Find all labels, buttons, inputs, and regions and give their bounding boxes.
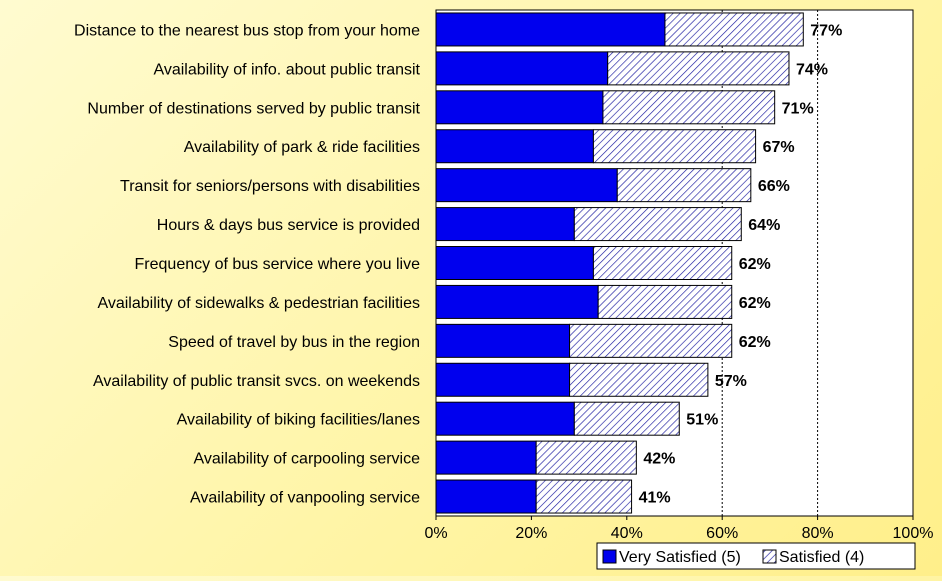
total-label: 77% <box>810 22 842 39</box>
bar-very-satisfied-6 <box>435 246 594 280</box>
bar-satisfied-7 <box>597 284 733 319</box>
x-tick-label: 60% <box>706 525 738 542</box>
category-label: Number of destinations served by public … <box>87 100 420 117</box>
bar-very-satisfied-1 <box>435 51 609 86</box>
category-label: Availability of info. about public trans… <box>153 61 420 78</box>
legend-swatch-satisfied <box>762 549 777 564</box>
bar-very-satisfied-2 <box>435 90 604 125</box>
total-label: 62% <box>739 295 771 312</box>
bar-very-satisfied-9 <box>435 362 571 397</box>
bar-satisfied-4 <box>616 168 752 203</box>
total-label: 67% <box>763 139 795 156</box>
category-label: Availability of biking facilities/lanes <box>177 412 420 429</box>
total-label: 62% <box>739 256 771 273</box>
bar-satisfied-3 <box>592 129 757 164</box>
legend-box <box>596 542 916 570</box>
category-label: Availability of carpooling service <box>194 451 421 468</box>
total-label: 66% <box>758 178 790 195</box>
x-tick-label: 40% <box>611 525 643 542</box>
category-label: Speed of travel by bus in the region <box>168 334 420 351</box>
total-label: 57% <box>715 373 747 390</box>
bar-satisfied-0 <box>664 12 804 47</box>
legend-label: Satisfied (4) <box>779 549 864 566</box>
legend-swatch-very-satisfied <box>602 549 617 564</box>
bar-satisfied-8 <box>569 323 733 358</box>
bar-very-satisfied-5 <box>435 207 575 242</box>
x-tick-label: 80% <box>802 525 834 542</box>
category-label: Distance to the nearest bus stop from yo… <box>74 22 420 39</box>
bar-very-satisfied-12 <box>435 479 537 514</box>
total-label: 41% <box>639 490 671 507</box>
total-label: 74% <box>796 61 828 78</box>
bar-satisfied-6 <box>592 246 733 280</box>
bar-very-satisfied-7 <box>435 284 599 319</box>
bar-very-satisfied-11 <box>435 440 537 475</box>
legend-label: Very Satisfied (5) <box>619 549 741 566</box>
bar-very-satisfied-8 <box>435 323 571 358</box>
bar-very-satisfied-0 <box>435 12 666 47</box>
category-label: Frequency of bus service where you live <box>135 256 421 273</box>
total-label: 42% <box>643 451 675 468</box>
bar-very-satisfied-4 <box>435 168 618 203</box>
total-label: 51% <box>686 412 718 429</box>
bar-satisfied-9 <box>569 362 709 397</box>
category-label: Availability of public transit svcs. on … <box>93 373 420 390</box>
category-label: Availability of vanpooling service <box>190 490 420 507</box>
total-label: 64% <box>748 217 780 234</box>
bar-satisfied-1 <box>607 51 790 86</box>
bar-satisfied-2 <box>602 90 776 125</box>
category-label: Availability of sidewalks & pedestrian f… <box>97 295 420 312</box>
bar-satisfied-10 <box>573 401 680 436</box>
category-label: Hours & days bus service is provided <box>157 217 420 234</box>
x-tick-label: 100% <box>893 525 934 542</box>
total-label: 62% <box>739 334 771 351</box>
bar-satisfied-11 <box>535 440 637 475</box>
category-label: Transit for seniors/persons with disabil… <box>120 178 420 195</box>
bar-very-satisfied-3 <box>435 129 594 164</box>
category-label: Availability of park & ride facilities <box>184 139 420 156</box>
bar-very-satisfied-10 <box>435 401 575 436</box>
bar-satisfied-12 <box>535 479 633 514</box>
total-label: 71% <box>782 100 814 117</box>
x-tick-label: 0% <box>424 525 447 542</box>
bar-satisfied-5 <box>573 207 742 242</box>
x-tick-label: 20% <box>515 525 547 542</box>
